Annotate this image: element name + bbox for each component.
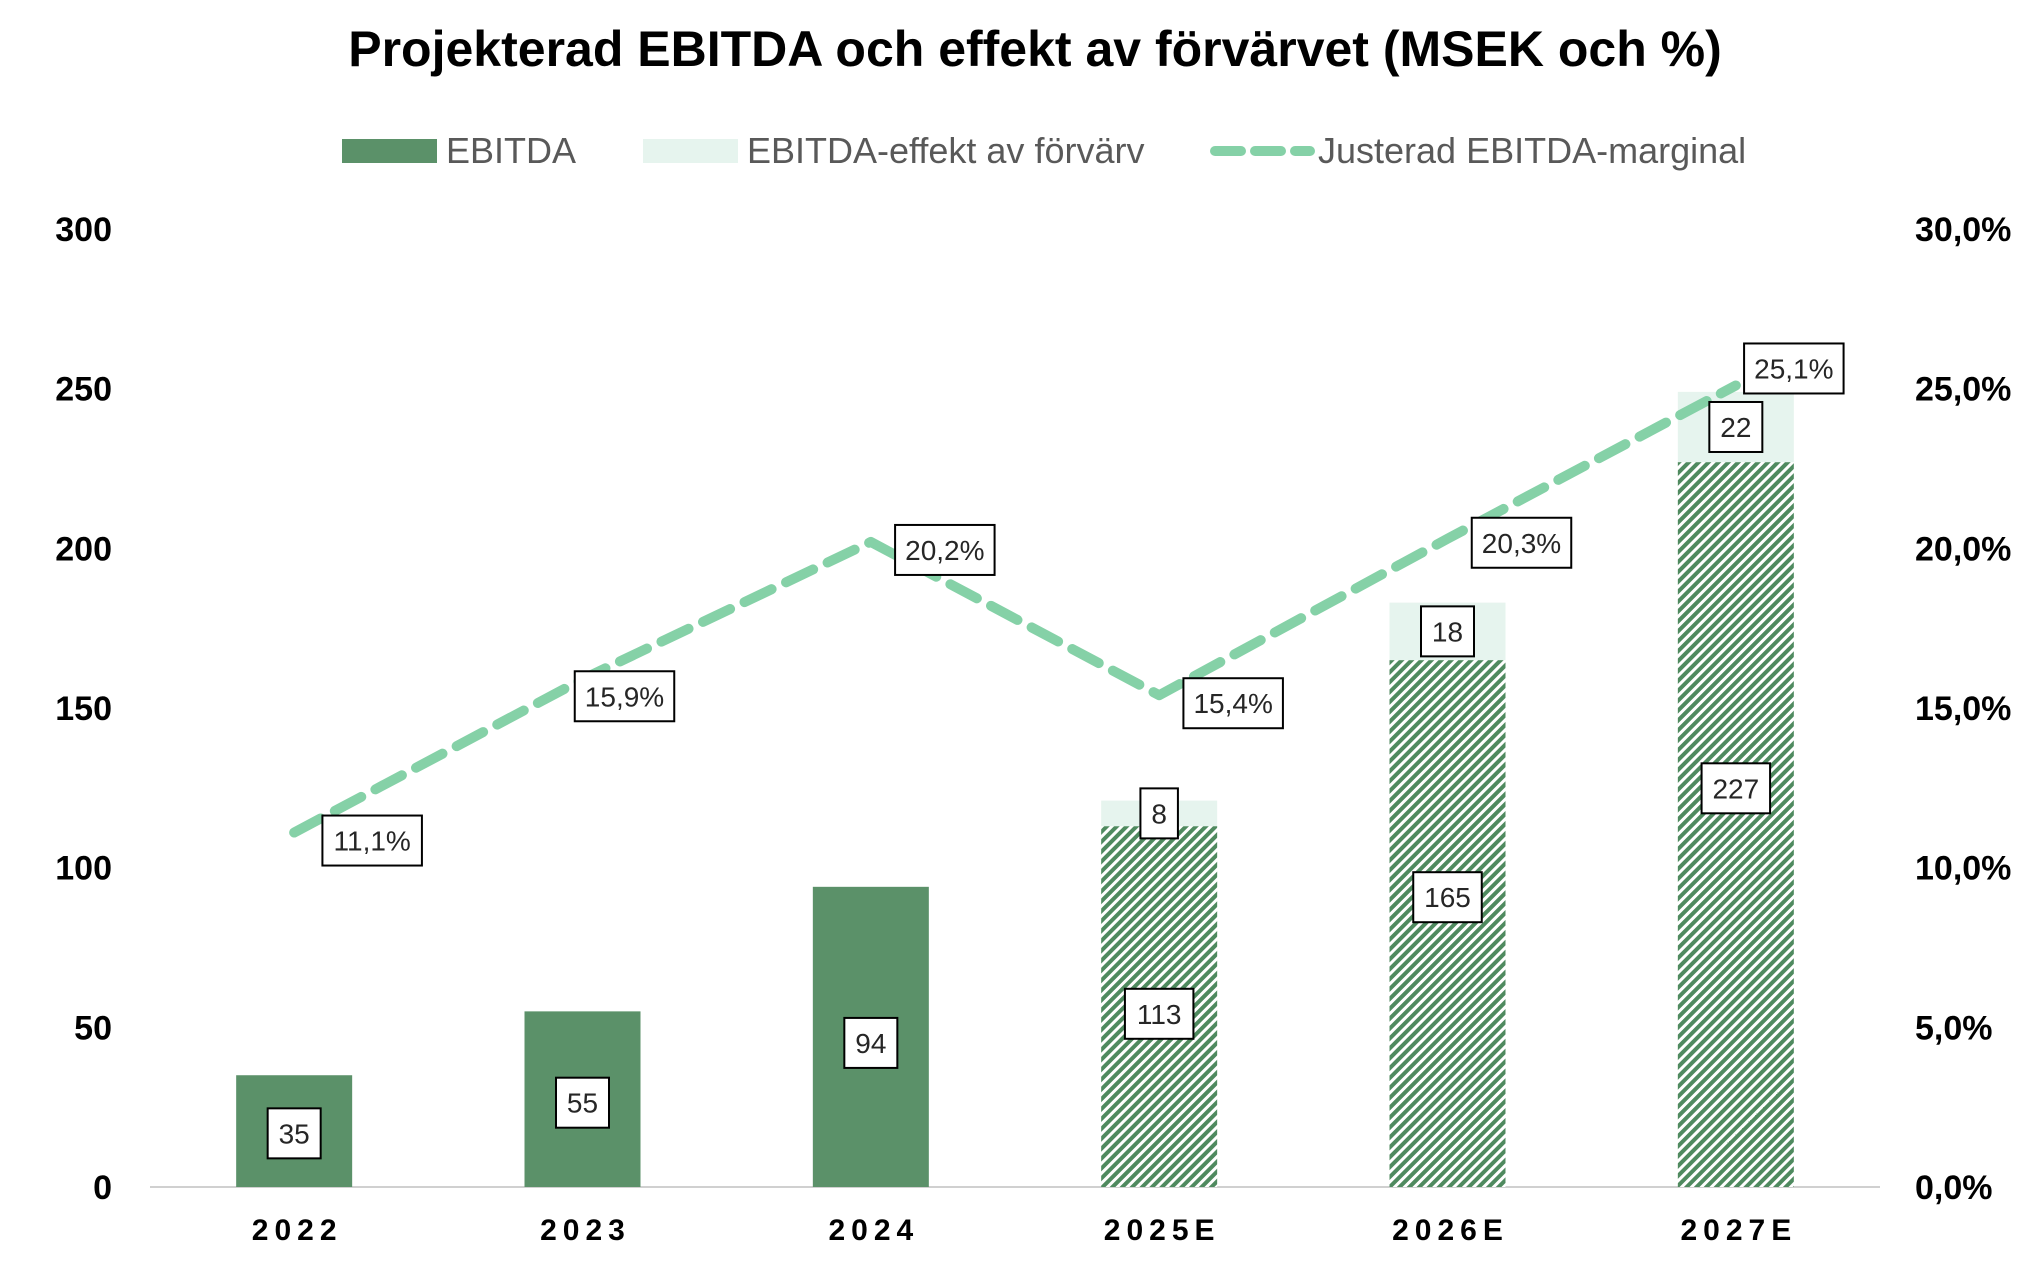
data-label-marginal-text: 11,1% (334, 826, 411, 857)
data-label-effekt: 8 (1139, 787, 1179, 840)
legend: EBITDA EBITDA-effekt av förvärv Justerad… (342, 130, 1746, 171)
data-label-marginal-text: 15,4% (1193, 688, 1272, 719)
data-label-effekt: 18 (1420, 605, 1475, 658)
category-tick: 2022 (252, 1214, 343, 1247)
legend-item-marginal: Justerad EBITDA-marginal (1210, 130, 1746, 171)
right-axis-tick: 15,0% (1915, 690, 2011, 728)
left-axis-tick: 300 (55, 211, 112, 249)
right-axis-tick: 10,0% (1915, 850, 2011, 888)
data-label-marginal-box (1743, 342, 1845, 395)
legend-label-effekt: EBITDA-effekt av förvärv (747, 130, 1144, 171)
category-tick: 2024 (828, 1214, 919, 1247)
data-label-effekt-text: 22 (1720, 412, 1751, 443)
data-label-marginal: 11,1% (321, 814, 423, 867)
legend-label-marginal: Justerad EBITDA-marginal (1318, 130, 1746, 171)
right-axis-tick: 5,0% (1915, 1009, 1993, 1047)
data-label-marginal-text: 15,9% (585, 681, 664, 712)
left-axis-tick: 50 (74, 1009, 112, 1047)
data-label-marginal: 15,9% (573, 670, 676, 723)
data-label-ebitda: 113 (1123, 987, 1195, 1040)
legend-swatch-effekt (643, 139, 738, 163)
margin-line (289, 380, 1741, 838)
legend-swatch-ebitda (342, 139, 437, 163)
data-label-marginal: 20,3% (1470, 516, 1573, 569)
margin-line-path (289, 380, 1741, 838)
right-axis-tick: 0,0% (1915, 1169, 1993, 1207)
data-label-ebitda: 35 (266, 1107, 322, 1160)
data-label-ebitda-box (1123, 987, 1195, 1040)
data-label-ebitda-text: 55 (567, 1088, 598, 1119)
data-labels: 35 55 94 113 165 227 8 18 22 11,1% 15,9% 20,2% 15,4%… (266, 342, 1845, 1160)
bar-ebitda (1389, 660, 1506, 1187)
data-label-effekt-text: 8 (1151, 798, 1167, 829)
data-label-marginal-box (573, 670, 676, 723)
data-label-ebitda-text: 113 (1137, 999, 1182, 1030)
category-tick: 2023 (540, 1214, 631, 1247)
data-label-effekt-text: 18 (1432, 616, 1463, 647)
data-label-marginal: 25,1% (1743, 342, 1845, 395)
left-axis-tick: 250 (55, 371, 112, 409)
data-label-marginal-box (1470, 516, 1573, 569)
data-label-marginal-box (1182, 677, 1284, 730)
data-label-effekt-box (1139, 787, 1179, 840)
data-label-marginal-text: 20,2% (905, 535, 984, 566)
category-tick: 2025E (1104, 1214, 1221, 1247)
bar-ebitda (1677, 462, 1794, 1187)
category-tick: 2027E (1680, 1214, 1797, 1247)
right-axis-tick: 20,0% (1915, 530, 2011, 568)
data-label-marginal: 20,2% (894, 523, 996, 576)
data-label-ebitda-box (1412, 871, 1483, 924)
left-axis-tick: 100 (55, 850, 112, 888)
data-label-ebitda-text: 35 (279, 1118, 310, 1149)
data-label-ebitda-text: 94 (855, 1028, 886, 1059)
data-label-effekt: 22 (1708, 400, 1764, 453)
category-tick: 2026E (1392, 1214, 1509, 1247)
right-axis: 0,0% 5,0% 10,0% 15,0% 20,0% 25,0% 30,0% (1915, 211, 2011, 1207)
data-label-ebitda-box (555, 1076, 610, 1129)
left-axis-tick: 0 (93, 1169, 112, 1207)
chart-title: Projekterad EBITDA och effekt av förvärv… (348, 21, 1722, 77)
category-axis: 2022 2023 2024 2025E 2026E 2027E (252, 1214, 1797, 1247)
data-label-ebitda: 227 (1700, 762, 1772, 815)
data-label-effekt-box (1420, 605, 1475, 658)
data-label-ebitda: 55 (555, 1076, 610, 1129)
left-axis-tick: 200 (55, 530, 112, 568)
legend-label-ebitda: EBITDA (446, 130, 576, 171)
data-label-ebitda-box (843, 1016, 899, 1069)
data-label-ebitda-box (1700, 762, 1772, 815)
bars (236, 391, 1794, 1187)
data-label-ebitda: 165 (1412, 871, 1483, 924)
data-label-marginal: 15,4% (1182, 677, 1284, 730)
data-label-ebitda: 94 (843, 1016, 899, 1069)
left-axis: 0 50 100 150 200 250 300 (55, 211, 112, 1207)
data-label-effekt-box (1708, 400, 1764, 453)
data-label-ebitda-text: 227 (1712, 773, 1759, 804)
data-label-marginal-text: 20,3% (1482, 528, 1561, 559)
data-label-marginal-box (894, 523, 996, 576)
left-axis-tick: 150 (55, 690, 112, 728)
legend-item-ebitda: EBITDA (342, 130, 576, 171)
legend-item-effekt: EBITDA-effekt av förvärv (643, 130, 1144, 171)
right-axis-tick: 25,0% (1915, 371, 2011, 409)
right-axis-tick: 30,0% (1915, 211, 2011, 249)
data-label-ebitda-box (266, 1107, 322, 1160)
data-label-ebitda-text: 165 (1424, 882, 1471, 913)
data-label-marginal-text: 25,1% (1754, 353, 1833, 384)
data-label-marginal-box (321, 814, 423, 867)
